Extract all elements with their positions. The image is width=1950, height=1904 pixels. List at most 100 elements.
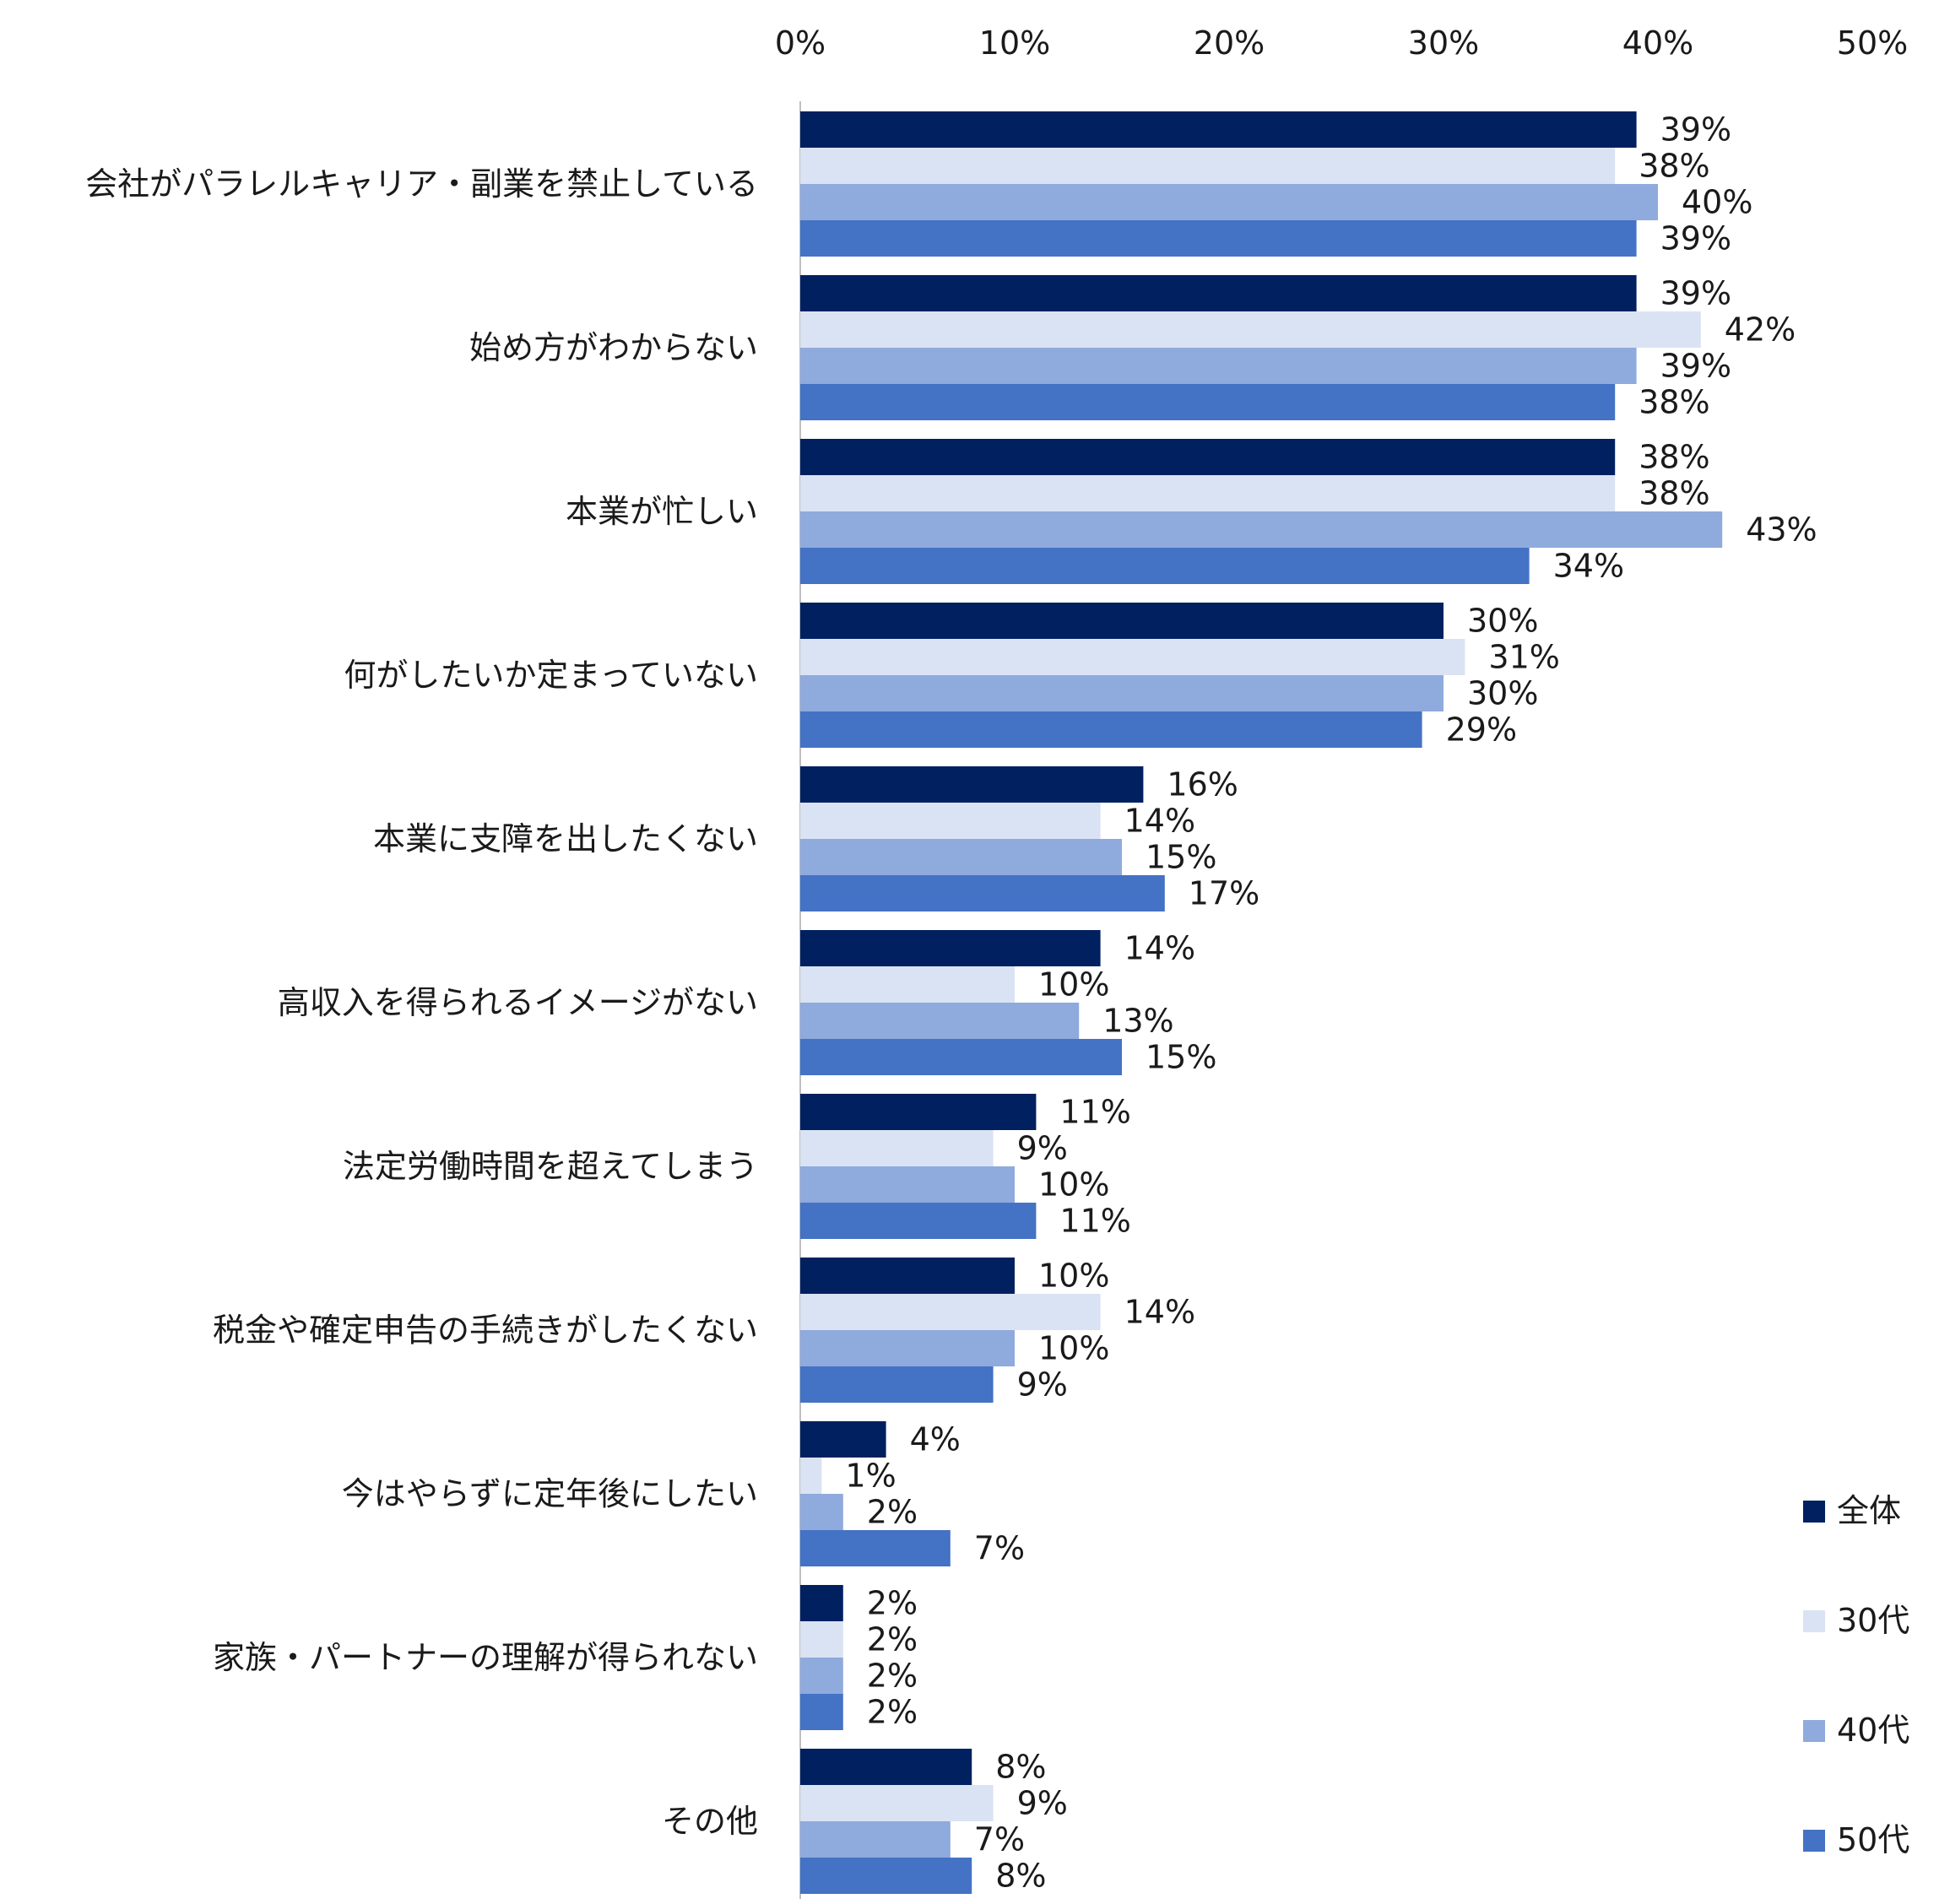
- bar: [800, 348, 1637, 384]
- data-label: 43%: [1746, 511, 1817, 549]
- data-label: 8%: [995, 1858, 1046, 1895]
- bar: [800, 475, 1616, 511]
- bar: [800, 220, 1637, 257]
- bar: [800, 148, 1616, 184]
- bar: [800, 184, 1658, 220]
- bar: [800, 1421, 886, 1458]
- bar: [800, 639, 1465, 675]
- bar: [800, 1366, 994, 1403]
- legend-swatch: [1803, 1720, 1825, 1742]
- x-tick-label: 50%: [1837, 24, 1908, 62]
- data-label: 4%: [910, 1421, 961, 1458]
- data-label: 38%: [1639, 148, 1709, 185]
- bar: [800, 548, 1530, 584]
- category-label: 今はやらずに定年後にしたい: [342, 1475, 758, 1512]
- data-label: 7%: [974, 1530, 1025, 1567]
- bar: [800, 1530, 951, 1566]
- bar: [800, 966, 1015, 1003]
- data-label: 39%: [1660, 348, 1731, 385]
- data-label: 1%: [845, 1458, 896, 1495]
- bars-layer: [800, 111, 1723, 1894]
- labels-layer: 会社がパラレルキャリア・副業を禁止している39%38%40%39%始め方がわから…: [85, 111, 1817, 1895]
- data-label: 10%: [1038, 1166, 1109, 1204]
- bar: [800, 603, 1444, 639]
- bar: [800, 1494, 843, 1530]
- bar: [800, 1258, 1015, 1294]
- data-label: 2%: [867, 1658, 918, 1695]
- bar: [800, 1294, 1101, 1330]
- bar: [800, 1694, 843, 1730]
- category-label: 法定労働時間を超えてしまう: [343, 1148, 758, 1185]
- bar: [800, 1458, 822, 1494]
- bar: [800, 384, 1616, 420]
- legend-label: 全体: [1837, 1492, 1901, 1529]
- legend-label: 50代: [1837, 1821, 1909, 1858]
- x-tick-label: 40%: [1622, 24, 1693, 62]
- bar: [800, 511, 1723, 548]
- data-label: 9%: [1017, 1130, 1068, 1167]
- data-label: 38%: [1639, 384, 1709, 421]
- bar: [800, 439, 1616, 475]
- data-label: 10%: [1038, 1258, 1109, 1295]
- bar: [800, 1749, 972, 1785]
- bar: [800, 1130, 994, 1166]
- bar: [800, 803, 1101, 839]
- legend-label: 40代: [1837, 1712, 1909, 1749]
- category-label: 税金や確定申告の手続きがしたくない: [213, 1312, 758, 1349]
- data-label: 13%: [1102, 1003, 1173, 1040]
- bar: [800, 839, 1122, 875]
- data-label: 2%: [867, 1621, 918, 1658]
- legend-swatch: [1803, 1830, 1825, 1852]
- bar: [800, 275, 1637, 311]
- data-label: 42%: [1725, 311, 1796, 349]
- bar: [800, 875, 1165, 911]
- data-label: 40%: [1682, 184, 1752, 221]
- category-label: 本業が忙しい: [566, 493, 758, 530]
- data-label: 14%: [1124, 803, 1195, 840]
- legend: 全体 30代 40代 50代: [1803, 1492, 1909, 1858]
- data-label: 34%: [1553, 548, 1624, 585]
- x-tick-label: 10%: [979, 24, 1050, 62]
- data-label: 38%: [1639, 475, 1709, 512]
- category-label: 高収入を得られるイメージがない: [278, 984, 758, 1021]
- legend-swatch: [1803, 1610, 1825, 1632]
- legend-swatch: [1803, 1501, 1825, 1523]
- bar: [800, 766, 1144, 803]
- data-label: 10%: [1038, 1330, 1109, 1367]
- data-label: 31%: [1488, 639, 1559, 676]
- category-label: 何がしたいか定まっていない: [344, 657, 758, 694]
- bar: [800, 1858, 972, 1894]
- category-label: 本業に支障を出したくない: [373, 820, 758, 857]
- x-tick-label: 20%: [1194, 24, 1265, 62]
- data-label: 39%: [1660, 111, 1731, 149]
- data-label: 39%: [1660, 220, 1731, 257]
- data-label: 7%: [974, 1821, 1025, 1858]
- data-label: 38%: [1639, 439, 1709, 476]
- bar: [800, 1166, 1015, 1203]
- data-label: 9%: [1017, 1785, 1068, 1822]
- data-label: 11%: [1059, 1203, 1130, 1240]
- data-label: 2%: [867, 1585, 918, 1622]
- bar: [800, 1094, 1037, 1130]
- bar: [800, 1039, 1122, 1075]
- bar: [800, 1621, 843, 1658]
- data-label: 39%: [1660, 275, 1731, 312]
- x-tick-label: 30%: [1408, 24, 1479, 62]
- category-label: 家族・パートナーの理解が得られない: [213, 1639, 758, 1676]
- data-label: 11%: [1059, 1094, 1130, 1131]
- category-label: その他: [662, 1803, 758, 1840]
- bar: [800, 111, 1637, 148]
- legend-label: 30代: [1837, 1602, 1909, 1639]
- data-label: 30%: [1467, 603, 1538, 640]
- bar: [800, 1585, 843, 1621]
- data-label: 10%: [1038, 966, 1109, 1003]
- data-label: 16%: [1167, 766, 1238, 803]
- data-label: 29%: [1446, 711, 1517, 749]
- data-label: 30%: [1467, 675, 1538, 712]
- x-tick-label: 0%: [775, 24, 826, 62]
- data-label: 14%: [1124, 1294, 1195, 1331]
- bar: [800, 1203, 1037, 1239]
- data-label: 14%: [1124, 930, 1195, 967]
- category-label: 始め方がわからない: [469, 329, 758, 366]
